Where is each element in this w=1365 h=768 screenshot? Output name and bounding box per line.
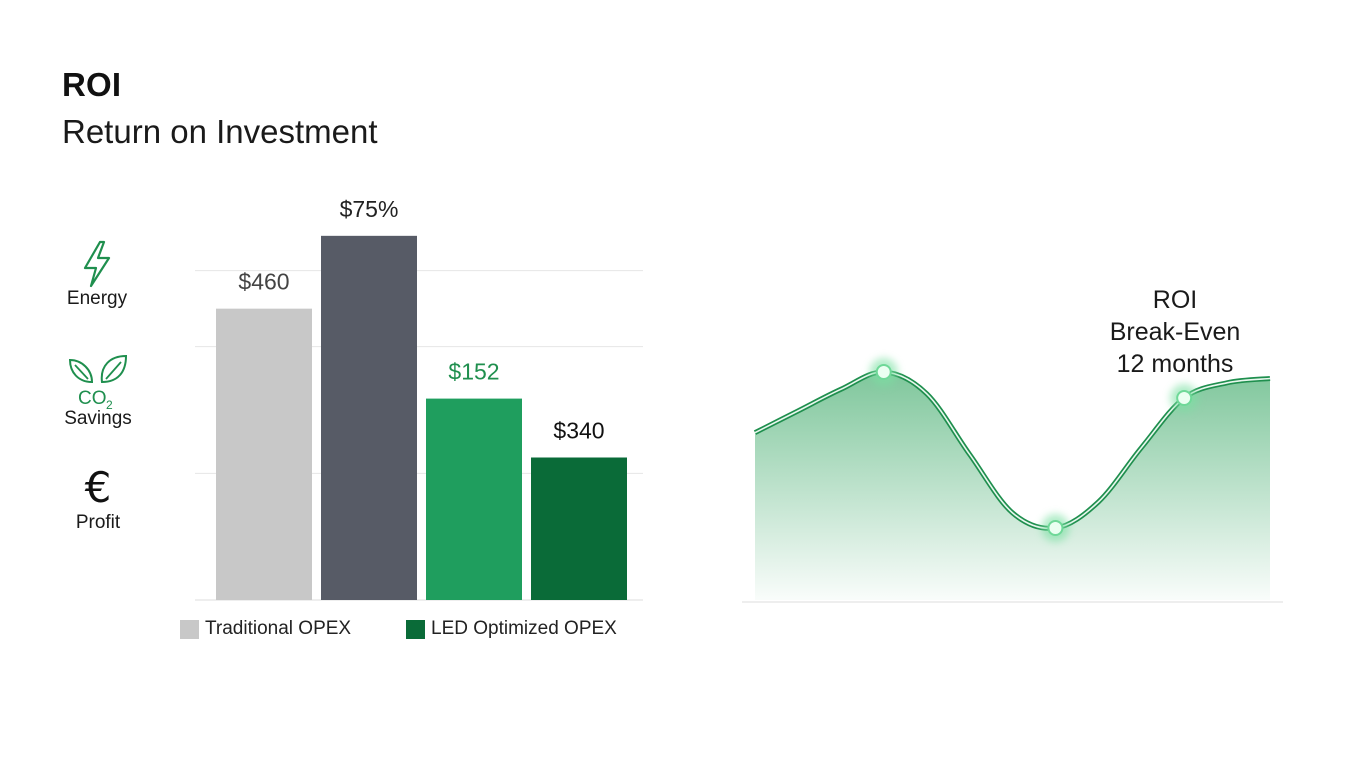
co2-text: CO bbox=[78, 388, 107, 409]
kpi-profit-label: Profit bbox=[75, 512, 121, 533]
legend-led-label: LED Optimized OPEX bbox=[431, 618, 617, 639]
bar-value-label: $460 bbox=[238, 269, 289, 295]
kpi-energy: Energy bbox=[42, 240, 152, 310]
euro-icon: € bbox=[85, 463, 112, 512]
co2-subscript: 2 bbox=[106, 398, 113, 410]
roi-area-fill bbox=[755, 371, 1270, 600]
roi-annotation-line3: 12 months bbox=[1116, 350, 1234, 378]
bar bbox=[321, 235, 417, 601]
roi-annotation-line1: ROI bbox=[1152, 286, 1198, 314]
co2-leaf-icon: CO 2 bbox=[68, 354, 128, 410]
lightning-icon bbox=[83, 240, 111, 288]
legend-led-swatch bbox=[406, 619, 425, 639]
kpi-savings-label: Savings bbox=[64, 408, 132, 429]
bar-value-label: $75% bbox=[340, 196, 399, 222]
euro-symbol: € bbox=[85, 463, 112, 512]
kpi-savings: CO 2 Savings bbox=[43, 352, 153, 430]
legend-traditional: Traditional OPEX bbox=[180, 618, 351, 640]
legend-traditional-swatch bbox=[180, 619, 199, 639]
page-title: ROI bbox=[62, 66, 122, 103]
bar bbox=[216, 308, 312, 600]
bar-value-label: $152 bbox=[448, 359, 499, 385]
bar-value-label: $340 bbox=[553, 418, 604, 444]
roi-point bbox=[875, 364, 892, 380]
page-subtitle: Return on Investment bbox=[62, 113, 378, 150]
roi-point bbox=[1176, 390, 1193, 406]
kpi-profit: € Profit bbox=[43, 460, 153, 534]
roi-annotation-line2: Break-Even bbox=[1109, 318, 1241, 346]
bar bbox=[531, 457, 627, 600]
legend-traditional-label: Traditional OPEX bbox=[205, 618, 352, 639]
kpi-energy-label: Energy bbox=[66, 288, 128, 309]
bar bbox=[426, 398, 522, 600]
roi-point bbox=[1047, 520, 1064, 536]
legend-led: LED Optimized OPEX bbox=[406, 618, 617, 640]
roi-annotation: ROI Break-Even 12 months bbox=[1085, 284, 1265, 380]
